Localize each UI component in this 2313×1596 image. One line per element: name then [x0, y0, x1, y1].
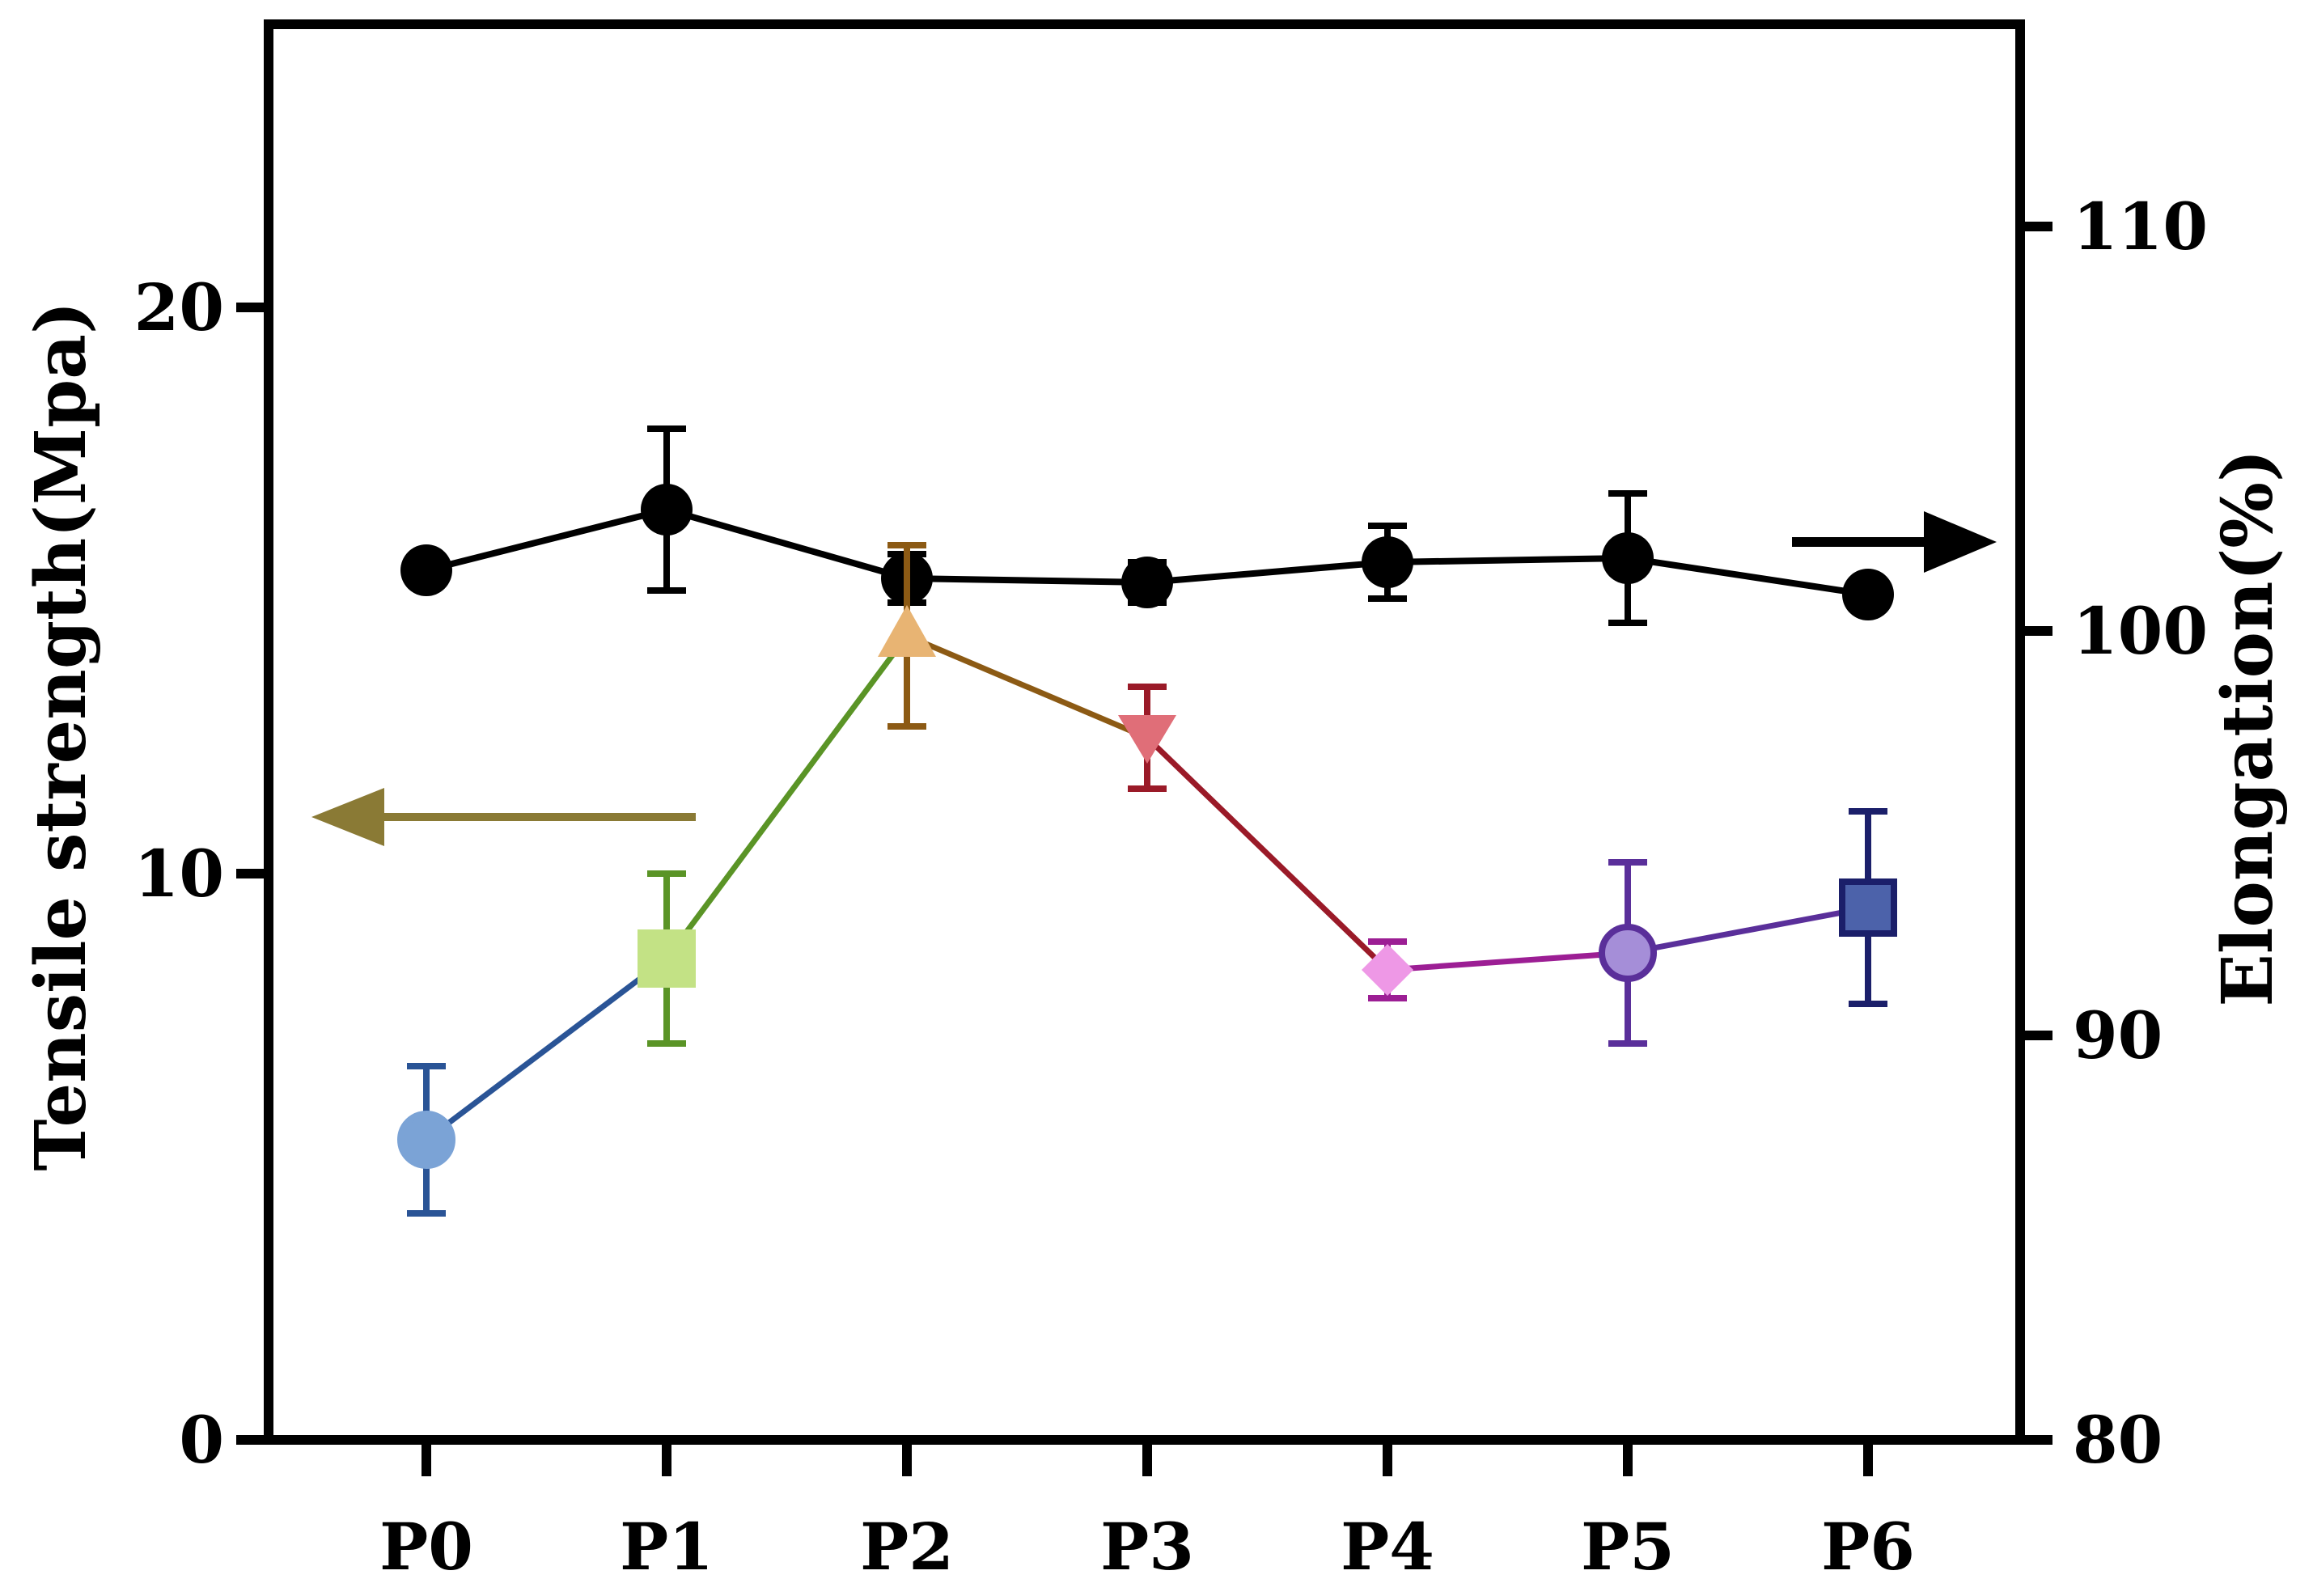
x-axis-ticks: P0 P1 P2 P3 P4 P5 P6: [379, 1440, 1915, 1585]
tensile-line-segment: [1627, 904, 1869, 956]
tensile-point: [878, 605, 936, 657]
tensile-point: [397, 1111, 455, 1169]
tensile-point: [1599, 924, 1657, 982]
tensile-line-segment: [424, 956, 669, 1142]
right-axis-ticks: 80 90 100 110: [2020, 188, 2208, 1478]
x-tick-label: P2: [860, 1509, 954, 1585]
tensile-line-segment: [905, 633, 1149, 741]
elongation-point: [400, 544, 452, 596]
x-tick-label: P5: [1581, 1509, 1675, 1585]
tensile-series: [397, 542, 1897, 1217]
right-tick-label: 110: [2073, 188, 2208, 265]
left-tick-label: 20: [134, 269, 224, 345]
tensile-point: [638, 929, 696, 988]
right-tick-label: 100: [2073, 593, 2208, 669]
right-tick-label: 80: [2073, 1402, 2163, 1478]
right-tick-label: 90: [2073, 997, 2163, 1073]
right-axis-arrow-head: [1924, 511, 1997, 573]
tensile-line-segment: [664, 633, 909, 961]
x-tick-label: P0: [379, 1509, 473, 1585]
x-tick-label: P3: [1100, 1509, 1194, 1585]
tensile-line-segment: [1145, 735, 1390, 972]
left-axis-arrow-head: [311, 788, 384, 846]
x-tick-label: P1: [620, 1509, 714, 1585]
tensile-point: [1839, 878, 1897, 937]
elongation-series: [400, 425, 1894, 626]
tensile-point: [1362, 944, 1413, 996]
axis-arrows: [311, 511, 1997, 846]
tensile-line-segment: [1387, 950, 1629, 973]
left-tick-label: 10: [134, 836, 224, 912]
x-tick-label: P4: [1341, 1509, 1434, 1585]
left-tick-label: 0: [179, 1402, 224, 1478]
tensile-point: [1118, 715, 1176, 764]
right-axis-title: Elongation(%): [2207, 449, 2289, 1006]
x-tick-label: P6: [1821, 1509, 1915, 1585]
left-axis-title: Tensile strength(Mpa): [20, 301, 102, 1171]
elongation-point: [1362, 536, 1413, 588]
left-axis-ticks: 0 10 20: [134, 269, 269, 1478]
elongation-point: [1121, 557, 1173, 608]
elongation-point: [1602, 532, 1654, 584]
elongation-point: [641, 484, 693, 536]
elongation-point: [1842, 569, 1894, 620]
